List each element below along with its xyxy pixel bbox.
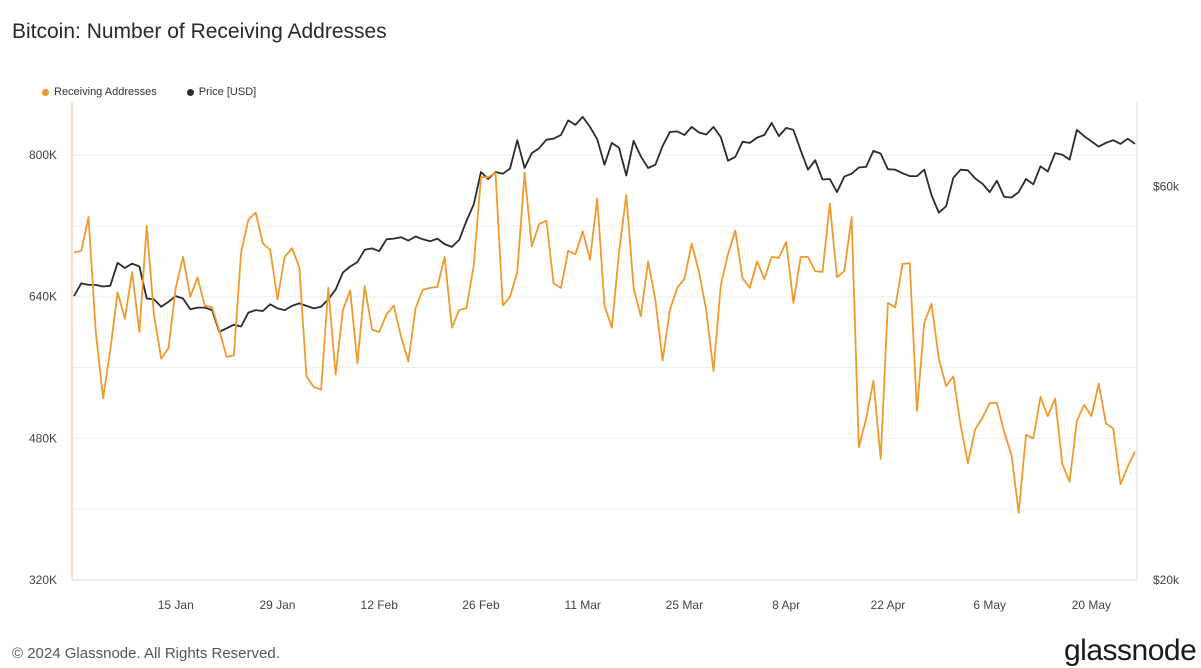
receiving-addresses-series-line [73, 171, 1136, 514]
legend-label-addresses: Receiving Addresses [54, 86, 157, 98]
x-tick-label: 15 Jan [158, 598, 194, 612]
legend-item-price[interactable]: Price [USD] [186, 86, 257, 98]
y-left-tick-label: 640K [29, 290, 57, 304]
copyright-footer: © 2024 Glassnode. All Rights Reserved. [12, 645, 280, 662]
legend-label-price: Price [USD] [198, 86, 257, 98]
x-tick-label: 6 May [973, 598, 1006, 612]
x-tick-label: 29 Jan [259, 598, 295, 612]
price-series-line [73, 116, 1136, 333]
x-tick-label: 26 Feb [462, 598, 500, 612]
y-left-tick-label: 480K [29, 431, 57, 445]
x-tick-label: 12 Feb [361, 598, 399, 612]
x-tick-label: 20 May [1072, 598, 1111, 612]
legend-dot-price [186, 88, 194, 96]
y-left-tick-label: 320K [29, 573, 57, 587]
x-tick-label: 8 Apr [772, 598, 800, 612]
y-right-tick-label: $20k [1153, 573, 1180, 587]
y-right-tick-label: $60k [1153, 180, 1180, 194]
x-tick-label: 22 Apr [871, 598, 906, 612]
glassnode-logo: glassnode [1064, 634, 1197, 667]
legend-item-addresses[interactable]: Receiving Addresses [42, 86, 157, 98]
legend: Receiving Addresses Price [USD] [42, 86, 256, 98]
x-tick-label: 11 Mar [564, 598, 600, 612]
legend-dot-addresses [42, 88, 49, 96]
y-left-tick-label: 800K [29, 148, 57, 162]
x-tick-label: 25 Mar [666, 598, 703, 612]
chart-title: Bitcoin: Number of Receiving Addresses [12, 20, 387, 43]
